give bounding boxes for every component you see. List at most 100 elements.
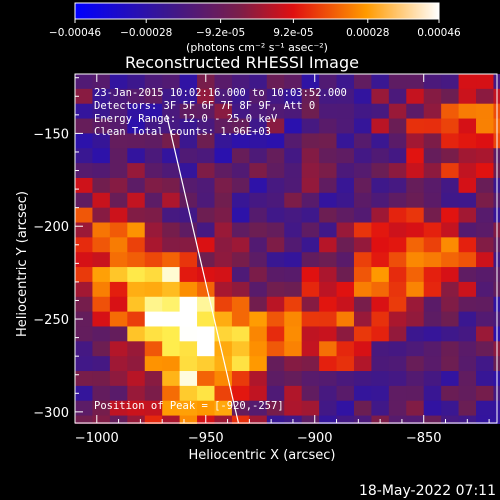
heatmap-pixel	[266, 222, 285, 238]
heatmap-pixel	[266, 103, 285, 120]
heatmap-pixel	[441, 133, 460, 149]
heatmap-pixel	[371, 118, 390, 135]
heatmap-pixel	[458, 237, 477, 253]
heatmap-pixel	[214, 207, 233, 224]
heatmap-pixel	[109, 177, 128, 194]
heatmap-pixel	[406, 88, 425, 105]
heatmap-pixel	[319, 371, 338, 387]
heatmap-pixel	[476, 400, 495, 417]
heatmap-pixel	[458, 88, 477, 105]
heatmap-pixel	[388, 222, 407, 238]
heatmap-pixel	[284, 74, 303, 90]
heatmap-pixel	[214, 118, 233, 135]
heatmap-pixel	[162, 222, 181, 238]
heatmap-pixel	[249, 88, 268, 105]
heatmap-pixel	[144, 74, 163, 90]
heatmap-pixel	[179, 296, 198, 313]
heatmap-pixel	[353, 326, 373, 342]
heatmap-pixel	[75, 296, 94, 313]
heatmap-pixel	[353, 296, 373, 313]
heatmap-pixel	[109, 326, 128, 342]
colorbar-ticks: −0.00046 −0.00028 −9.2e-05 9.2e-05 0.00028 0.…	[49, 19, 461, 39]
heatmap-pixel	[441, 118, 460, 135]
heatmap-pixel	[319, 207, 338, 224]
heatmap-pixel	[353, 267, 373, 283]
heatmap-pixel	[371, 163, 390, 179]
heatmap-pixel	[109, 222, 128, 238]
heatmap-pixel	[406, 371, 425, 387]
heatmap-pixel	[127, 341, 146, 357]
heatmap-pixel	[92, 252, 111, 268]
heatmap-pixel	[214, 88, 233, 105]
heatmap-pixel	[214, 341, 233, 357]
heatmap-pixel	[197, 341, 216, 357]
heatmap-pixel	[179, 148, 198, 164]
heatmap-pixel	[109, 267, 128, 283]
heatmap-pixel	[476, 177, 495, 194]
heatmap-pixel	[476, 133, 495, 149]
annotation-energy-range: Energy Range: 12.0 - 25.0 keV	[94, 113, 278, 125]
heatmap-pixel	[441, 430, 459, 445]
heatmap-pixel	[231, 103, 250, 120]
heatmap-pixel	[319, 103, 338, 120]
heatmap-pixel	[127, 74, 146, 90]
heatmap-pixel	[179, 74, 198, 90]
heatmap-pixel	[336, 222, 355, 238]
heatmap-pixel	[388, 74, 407, 90]
heatmap-pixel	[388, 311, 407, 328]
heatmap-pixel	[92, 400, 111, 417]
heatmap-pixel	[144, 371, 163, 387]
heatmap-pixel	[214, 222, 233, 238]
heatmap-pixel	[284, 237, 303, 253]
heatmap-pixel	[406, 311, 425, 328]
heatmap-pixel	[319, 163, 338, 179]
y-axis-label: Heliocentric Y (arcsec)	[15, 191, 30, 337]
plot-frame	[74, 73, 498, 424]
heatmap-pixel	[441, 192, 460, 209]
heatmap-pixel	[441, 237, 460, 253]
heatmap-pixel	[266, 341, 285, 357]
heatmap-pixel	[109, 163, 128, 179]
heatmap-pixel	[476, 371, 495, 387]
heatmap-pixel	[109, 192, 128, 209]
heatmap-pixel	[266, 356, 285, 372]
heatmap-pixel	[406, 252, 425, 268]
heatmap-pixel	[388, 267, 407, 283]
heatmap-pixel	[214, 133, 233, 149]
heatmap-pixel	[353, 341, 373, 357]
heatmap-pixel	[197, 192, 216, 209]
heatmap-pixel	[109, 88, 128, 105]
heatmap-pixel	[92, 148, 111, 164]
heatmap-pixel	[249, 371, 268, 387]
heatmap-pixel	[406, 118, 425, 135]
heatmap-pixel	[266, 177, 285, 194]
heatmap-pixel	[388, 163, 407, 179]
heatmap-pixel	[301, 118, 320, 135]
heatmap-pixel	[197, 207, 216, 224]
heatmap-pixel	[144, 415, 163, 424]
heatmap-pixel	[284, 356, 303, 372]
heatmap-pixel	[301, 296, 320, 313]
heatmap-pixel	[197, 163, 216, 179]
heatmap-pixel	[162, 281, 181, 298]
heatmap-pixel	[406, 103, 425, 120]
heatmap-pixel	[388, 371, 407, 387]
heatmap-pixel	[75, 252, 94, 268]
heatmap-pixel	[266, 296, 285, 313]
heatmap-pixel	[197, 118, 216, 135]
heatmap-pixel	[371, 222, 390, 238]
heatmap-pixel	[249, 74, 268, 90]
heatmap-pixel	[458, 118, 477, 135]
heatmap-pixel	[284, 371, 303, 387]
heatmap-pixel	[301, 163, 320, 179]
heatmap-pixel	[249, 341, 268, 357]
heatmap-pixel	[144, 163, 163, 179]
heatmap-pixel	[92, 177, 111, 194]
heatmap-pixel	[231, 118, 250, 135]
heatmap-pixel	[249, 103, 268, 120]
heatmap-pixel	[127, 356, 146, 372]
heatmap-pixel	[423, 267, 442, 283]
heatmap-pixel	[109, 207, 128, 224]
heatmap-pixel	[319, 267, 338, 283]
heatmap-pixel	[109, 296, 128, 313]
